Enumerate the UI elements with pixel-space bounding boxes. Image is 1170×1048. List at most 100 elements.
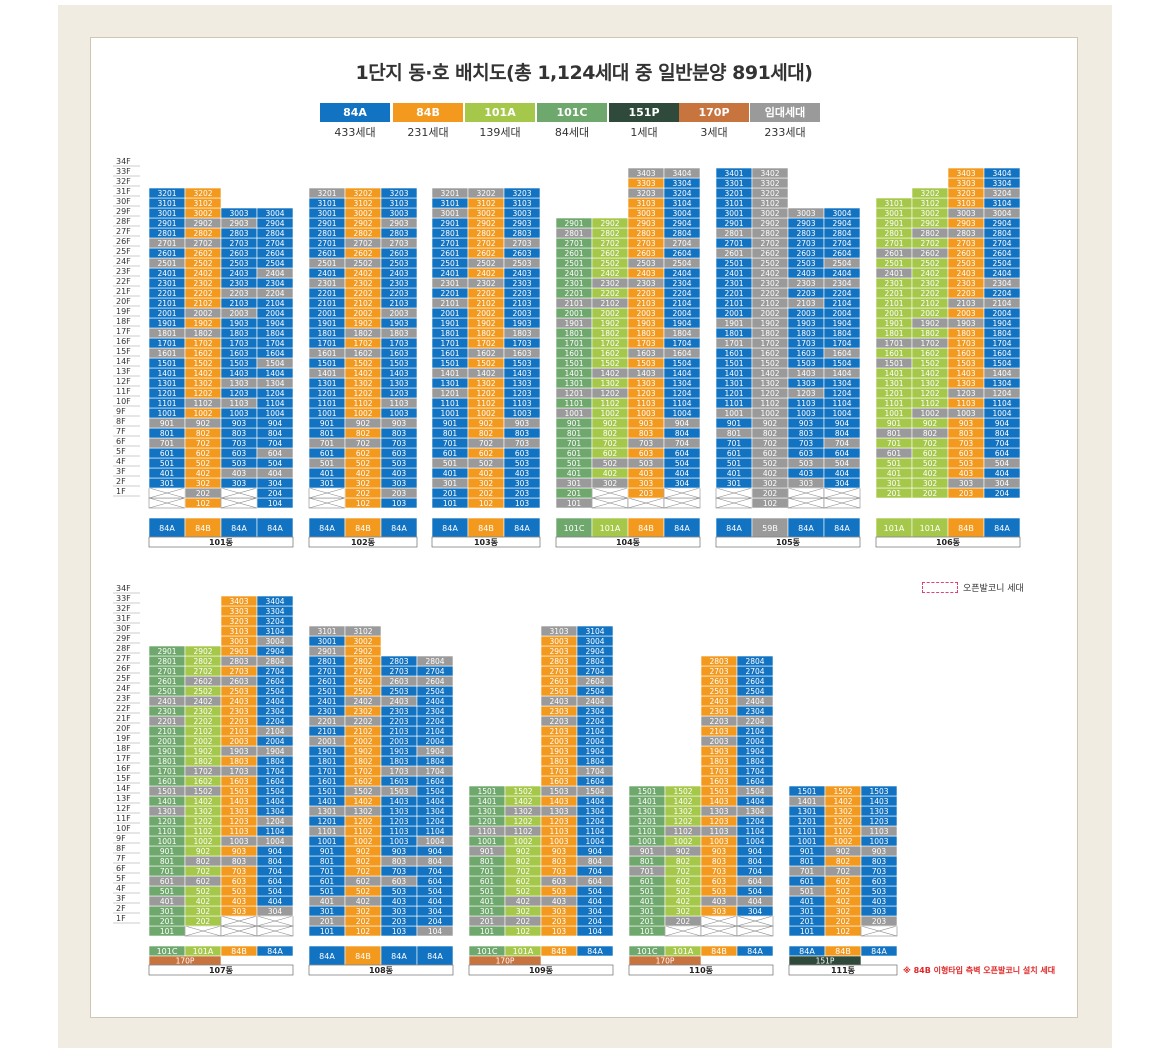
unit-number: 1002	[600, 409, 619, 418]
unit-number: 1802	[193, 329, 212, 338]
type-label: 84B	[195, 524, 211, 533]
unit-number: 2601	[157, 677, 176, 686]
unit-number: 2104	[832, 299, 851, 308]
floor-label: 8F	[116, 844, 126, 853]
unit-number: 1703	[709, 767, 728, 776]
unit-number: 1001	[157, 837, 176, 846]
unit-number: 2901	[157, 219, 176, 228]
unit-number: 1004	[672, 409, 691, 418]
unit-number: 2004	[265, 737, 284, 746]
unit-number: 102	[196, 499, 211, 508]
unit-number: 803	[799, 429, 814, 438]
unit-number: 504	[675, 459, 690, 468]
unit-number: 1602	[920, 349, 939, 358]
unit-number: 1901	[317, 319, 336, 328]
unit-number: 304	[835, 479, 850, 488]
type-label: 84A	[319, 524, 335, 533]
unit-number: 504	[428, 887, 443, 896]
unit-number: 901	[567, 419, 582, 428]
unit-number: 1104	[745, 827, 764, 836]
unit-number: 2204	[745, 717, 764, 726]
floor-label: 6F	[116, 437, 126, 446]
unit-number: 1601	[440, 349, 459, 358]
unit-number: 501	[480, 887, 495, 896]
unit-number: 2402	[600, 269, 619, 278]
unit-number: 2001	[440, 309, 459, 318]
unit-number: 302	[516, 907, 531, 916]
unit-number: 902	[836, 847, 851, 856]
unit-number: 1902	[760, 319, 779, 328]
type-label: 101A	[513, 947, 534, 956]
unit-number: 403	[552, 897, 567, 906]
unit-number: 701	[320, 439, 335, 448]
unit-number: 1004	[585, 837, 604, 846]
unit-number: 1801	[884, 329, 903, 338]
unit-number: 2201	[564, 289, 583, 298]
type-label: 84A	[442, 524, 458, 533]
unit-number: 1403	[709, 797, 728, 806]
unit-number: 102	[479, 499, 494, 508]
unit-number: 303	[392, 479, 407, 488]
unit-number: 1004	[745, 837, 764, 846]
open-balcony-legend-swatch	[922, 582, 958, 593]
unit-number: 1903	[389, 747, 408, 756]
unit-number: 2103	[636, 299, 655, 308]
unit-number: 204	[995, 489, 1010, 498]
unit-number: 2302	[353, 279, 372, 288]
type-label: 84A	[747, 947, 763, 956]
unit-number: 1402	[833, 797, 852, 806]
floor-label: 20F	[116, 724, 131, 733]
unit-number: 2001	[317, 309, 336, 318]
unit-number: 2401	[317, 697, 336, 706]
unit-number: 503	[872, 887, 887, 896]
unit-number: 502	[836, 887, 851, 896]
unit-number: 304	[748, 907, 763, 916]
unit-number: 2404	[745, 697, 764, 706]
unit-number: 2003	[229, 309, 248, 318]
unit-number: 202	[676, 917, 691, 926]
unit-number: 1903	[549, 747, 568, 756]
unit-number: 1903	[709, 747, 728, 756]
unit-number: 101	[800, 927, 815, 936]
unit-number: 1903	[229, 747, 248, 756]
unit-number: 602	[356, 449, 371, 458]
unit-number: 2304	[265, 279, 284, 288]
building-name: 110동	[689, 966, 714, 975]
unit-number: 2302	[353, 707, 372, 716]
unit-number: 1704	[265, 767, 284, 776]
unit-number: 1402	[193, 797, 212, 806]
unit-number: 304	[675, 479, 690, 488]
unit-number: 2601	[317, 677, 336, 686]
unit-number: 2501	[564, 259, 583, 268]
unit-number: 2803	[389, 657, 408, 666]
floor-label: 12F	[116, 377, 131, 386]
unit-number: 1502	[353, 787, 372, 796]
unit-number: 501	[640, 887, 655, 896]
unit-number: 1201	[317, 817, 336, 826]
unit-number: 1203	[549, 817, 568, 826]
floor-label: 27F	[116, 227, 131, 236]
unit-number: 2502	[193, 259, 212, 268]
unit-number: 103	[552, 927, 567, 936]
unit-number: 2802	[353, 229, 372, 238]
unit-number: 2404	[585, 697, 604, 706]
unit-number: 2503	[229, 687, 248, 696]
unit-number: 301	[320, 907, 335, 916]
unit-number: 1101	[157, 827, 176, 836]
building-name-box	[788, 964, 898, 976]
type-label: 84A	[799, 947, 815, 956]
unit-number: 1102	[476, 399, 495, 408]
unit-number: 3402	[760, 169, 779, 178]
unit-number: 1004	[265, 837, 284, 846]
unit-number: 604	[995, 449, 1010, 458]
unit-number: 704	[588, 867, 603, 876]
unit-number: 1002	[476, 409, 495, 418]
unit-number: 2901	[440, 219, 459, 228]
unit-number: 503	[392, 459, 407, 468]
unit-number: 402	[479, 469, 494, 478]
unit-number: 803	[232, 857, 247, 866]
unit-number: 601	[727, 449, 742, 458]
unit-number: 2802	[920, 229, 939, 238]
unit-number: 1202	[353, 817, 372, 826]
unit-number: 2203	[956, 289, 975, 298]
